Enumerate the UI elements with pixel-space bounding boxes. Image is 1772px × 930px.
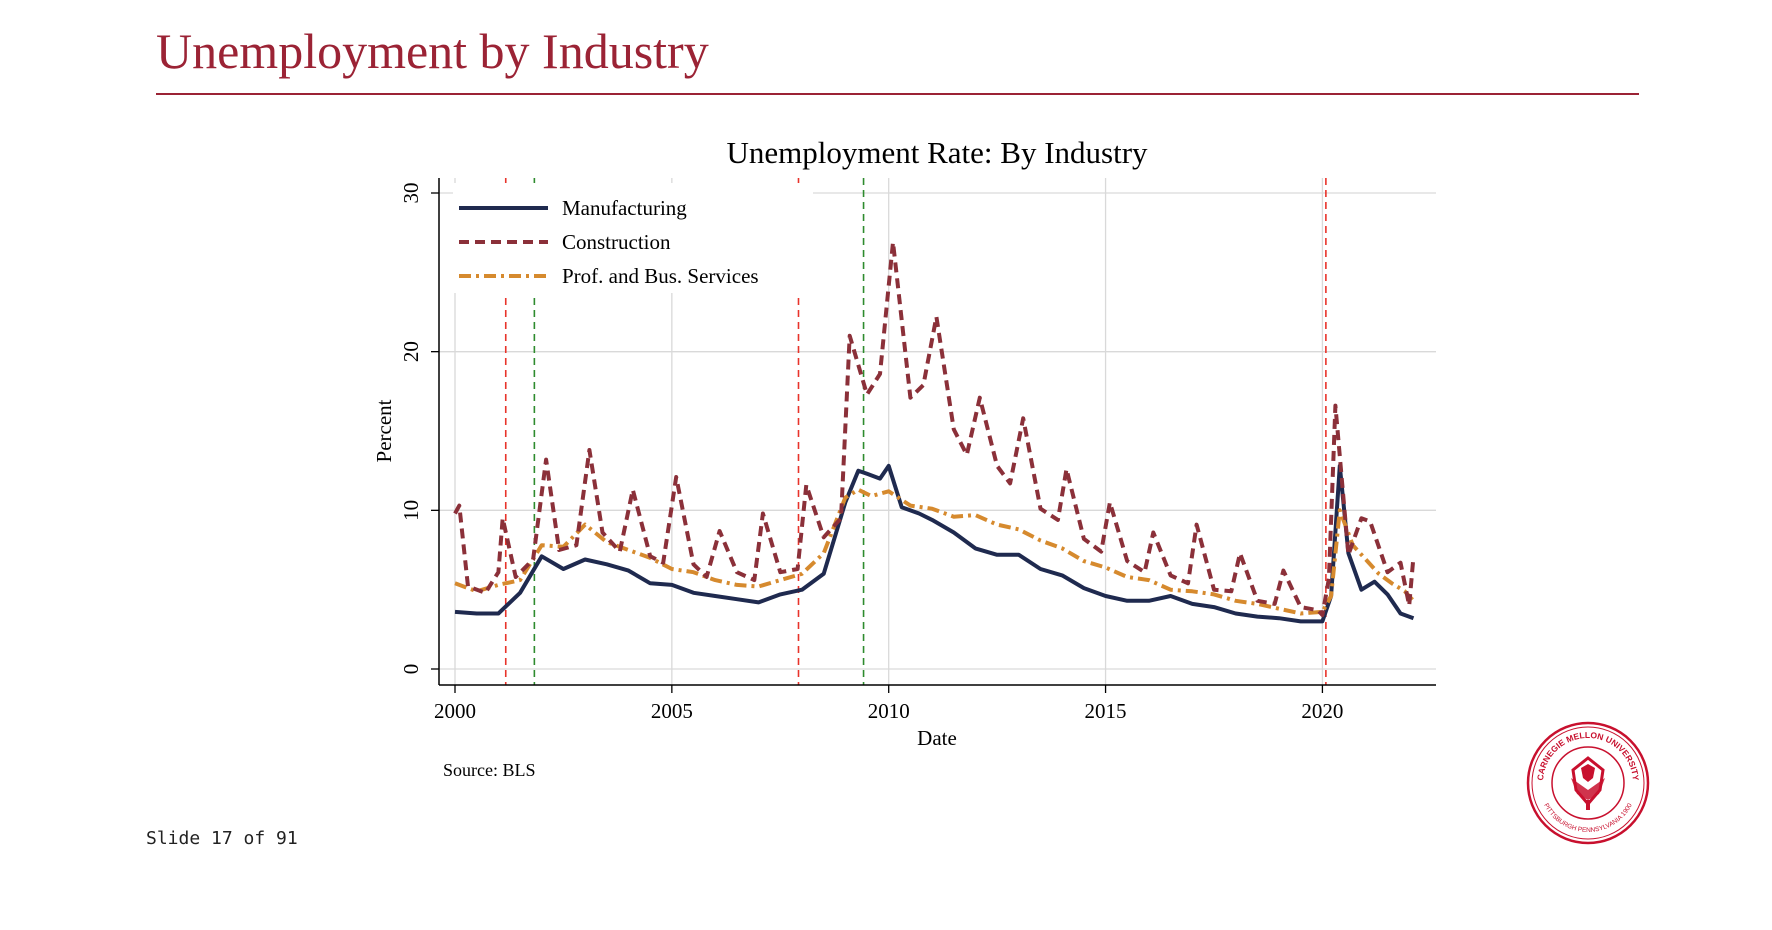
y-axis-label: Percent [372, 399, 396, 462]
series-line [454, 487, 1415, 616]
thistle-icon [1571, 756, 1605, 810]
x-tick-label: 2020 [1301, 699, 1343, 723]
legend-label: Construction [562, 230, 671, 254]
y-tick-label: 10 [399, 500, 423, 521]
slide-title: Unemployment by Industry [156, 23, 709, 79]
chart-title: Unemployment Rate: By Industry [726, 135, 1148, 170]
x-tick-label: 2005 [651, 699, 693, 723]
legend-label: Manufacturing [562, 196, 687, 220]
axis-ticks: 2000 2005 2010 2015 2020 0 10 20 30 [399, 183, 1343, 724]
slide-counter: Slide 17 of 91 [146, 828, 298, 849]
y-tick-label: 0 [399, 664, 423, 675]
y-tick-label: 20 [399, 341, 423, 362]
legend-label: Prof. and Bus. Services [562, 264, 759, 288]
x-tick-label: 2000 [434, 699, 476, 723]
legend: Manufacturing Construction Prof. and Bus. … [453, 183, 813, 293]
series-line [454, 463, 1415, 624]
x-tick-label: 2010 [868, 699, 910, 723]
university-seal-logo: CARNEGIE MELLON UNIVERSITY PITTSBURGH PE… [1526, 721, 1650, 845]
x-axis-label: Date [917, 726, 957, 750]
series-lines [453, 240, 1416, 624]
y-tick-label: 30 [399, 183, 423, 204]
x-tick-label: 2015 [1085, 699, 1127, 723]
series-line [453, 240, 1416, 618]
source-note: Source: BLS [443, 760, 536, 780]
axes [438, 178, 1436, 686]
title-divider [156, 93, 1639, 95]
